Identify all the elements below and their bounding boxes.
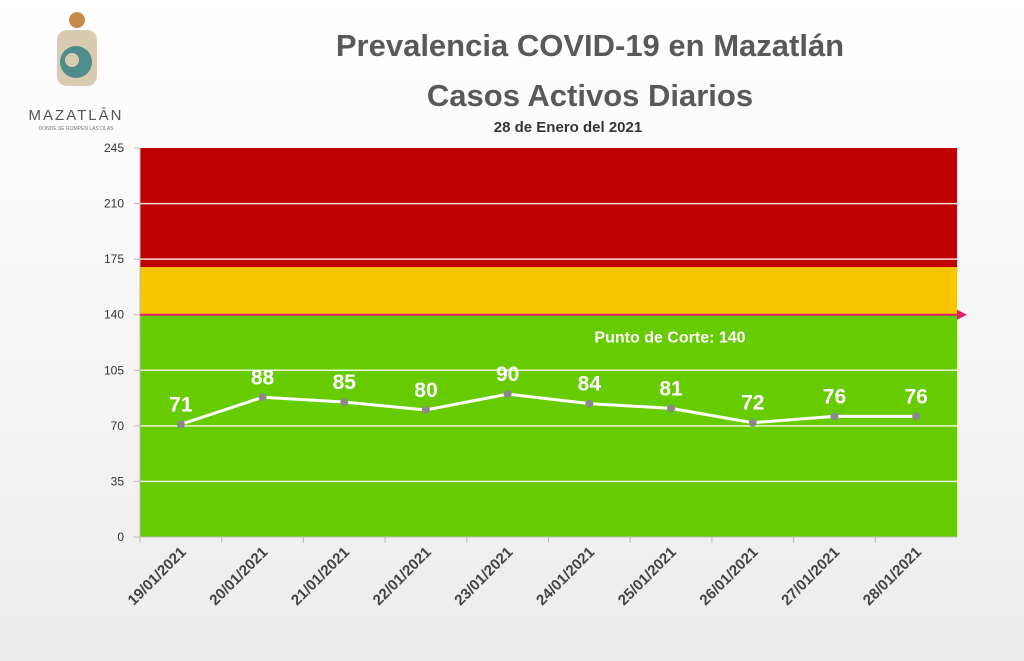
y-tick-label: 105 [104,363,124,377]
data-point [667,404,676,413]
threshold-label: Punto de Corte: 140 [594,330,745,347]
y-tick-label: 0 [117,530,124,544]
data-point [176,420,185,429]
data-label: 76 [823,385,846,408]
threshold-arrow [957,309,967,320]
data-point [748,418,757,427]
date-note: 28 de Enero del 2021 [494,119,642,136]
logo-swirl [65,53,79,67]
logo-tagline: DONDE SE ROMPEN LAS OLAS [38,126,114,132]
data-label: 85 [333,371,357,394]
y-tick-label: 140 [104,308,124,322]
data-point [421,405,430,414]
zone-band [140,267,957,315]
logo: MAZATLĀN DONDE SE ROMPEN LAS OLAS [29,12,124,132]
logo-name: MAZATLĀN [29,107,124,124]
data-label: 81 [659,377,683,400]
y-tick-label: 245 [104,141,124,155]
data-point [830,412,839,421]
data-label: 71 [169,393,193,416]
data-point [912,412,921,421]
y-tick-label: 175 [104,252,124,266]
y-tick-label: 70 [111,419,125,433]
y-tick-label: 35 [111,474,125,488]
chart-subtitle: Casos Activos Diarios [427,78,753,113]
data-label: 72 [741,392,764,415]
data-label: 80 [414,379,437,402]
y-tick-label: 210 [104,197,124,211]
data-point [503,390,512,399]
data-point [340,398,349,407]
logo-sun [69,12,85,28]
data-label: 90 [496,363,519,386]
data-point [585,399,594,408]
data-label: 84 [578,373,602,396]
data-label: 88 [251,366,275,389]
data-line [180,392,917,426]
data-label: 76 [904,385,927,408]
chart-title: Prevalencia COVID-19 en Mazatlán [336,28,844,63]
data-point [258,393,267,402]
zone-band [140,148,957,268]
